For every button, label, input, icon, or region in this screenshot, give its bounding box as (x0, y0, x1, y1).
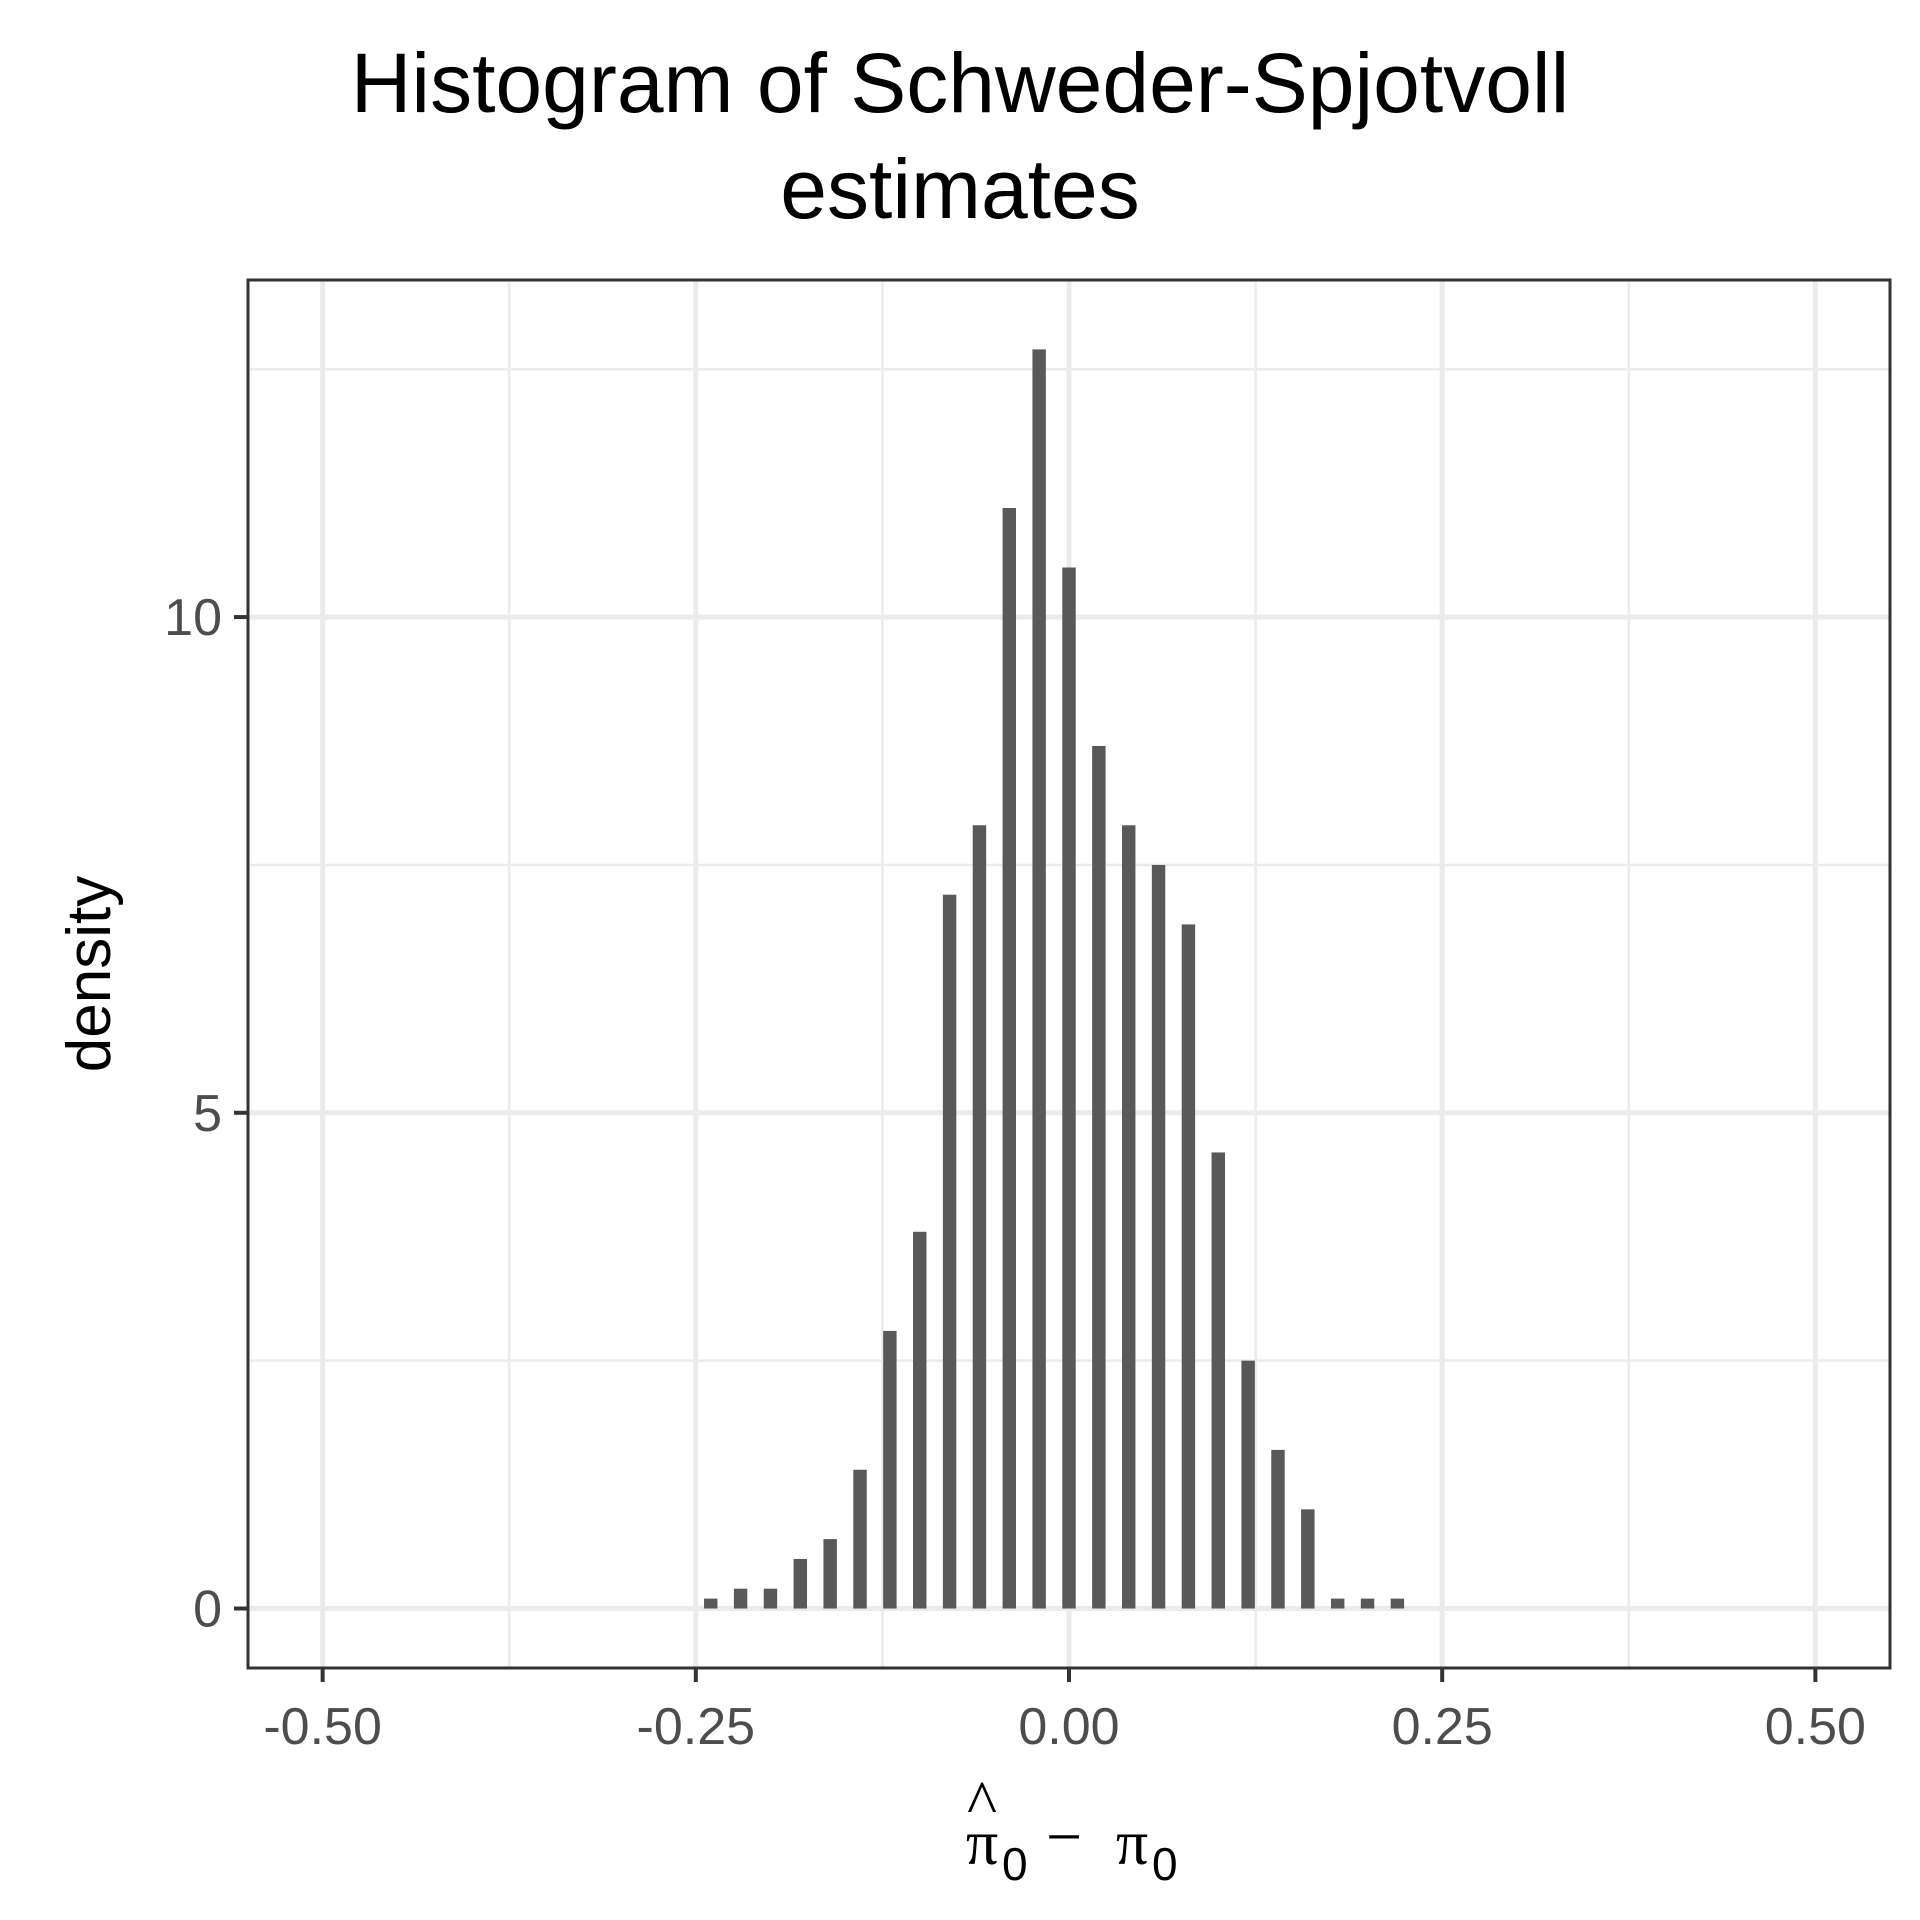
histogram-bar (942, 894, 957, 1609)
x-tick-label: 0.50 (1765, 1698, 1866, 1756)
histogram-bar (1092, 745, 1106, 1609)
histogram-bar (853, 1469, 867, 1609)
chart-title: Histogram of Schweder-Spjotvoll estimate… (0, 30, 1920, 242)
x-tick-label: -0.50 (263, 1698, 382, 1756)
x-axis-title-subscript2: 0 (1152, 1838, 1178, 1890)
histogram-bar (823, 1539, 837, 1609)
histogram-bar (1002, 508, 1017, 1609)
histogram-bar (1181, 924, 1196, 1609)
histogram-bar (913, 1231, 927, 1609)
histogram-bar (1062, 567, 1076, 1609)
x-axis-title-hat: ^ (967, 1767, 997, 1838)
histogram-bar (1241, 1360, 1255, 1609)
y-axis-title: density (55, 876, 124, 1072)
y-axis-ticks: 0 5 10 (164, 589, 248, 1639)
chart-title-line-1: Histogram of Schweder-Spjotvoll (350, 36, 1570, 130)
histogram-bars (704, 349, 1405, 1609)
y-tick-label: 0 (193, 1581, 222, 1639)
histogram-bar (793, 1558, 808, 1609)
x-axis-title-subscript1: 0 (1002, 1838, 1028, 1890)
x-axis-title-term2: π (1116, 1807, 1148, 1878)
histogram-bar (1211, 1152, 1225, 1609)
x-axis-title-term1: π (966, 1807, 998, 1878)
histogram-bar (1151, 864, 1166, 1609)
chart-title-line-2: estimates (780, 142, 1140, 236)
x-axis-ticks: -0.50 -0.25 0.00 0.25 0.50 (263, 1668, 1866, 1756)
histogram-bar (1390, 1598, 1405, 1609)
histogram-bar (1271, 1449, 1285, 1609)
x-tick-label: 0.25 (1392, 1698, 1493, 1756)
histogram-bar (704, 1598, 718, 1609)
histogram-bar (733, 1588, 748, 1609)
x-axis-title: ^ π 0 − π 0 (966, 1767, 1178, 1890)
histogram-bar (1360, 1598, 1375, 1609)
histogram-bar (763, 1588, 778, 1609)
x-tick-label: 0.00 (1018, 1698, 1119, 1756)
histogram-bar (1032, 349, 1046, 1609)
histogram-bar (1301, 1509, 1315, 1609)
y-tick-label: 10 (164, 589, 222, 647)
x-axis-title-operator: − (1046, 1801, 1082, 1872)
histogram-bar (1121, 825, 1136, 1609)
x-tick-label: -0.25 (637, 1698, 756, 1756)
histogram-bar (883, 1330, 897, 1609)
histogram-bar (972, 825, 987, 1609)
histogram-bar (1330, 1598, 1345, 1609)
y-tick-label: 5 (193, 1085, 222, 1143)
